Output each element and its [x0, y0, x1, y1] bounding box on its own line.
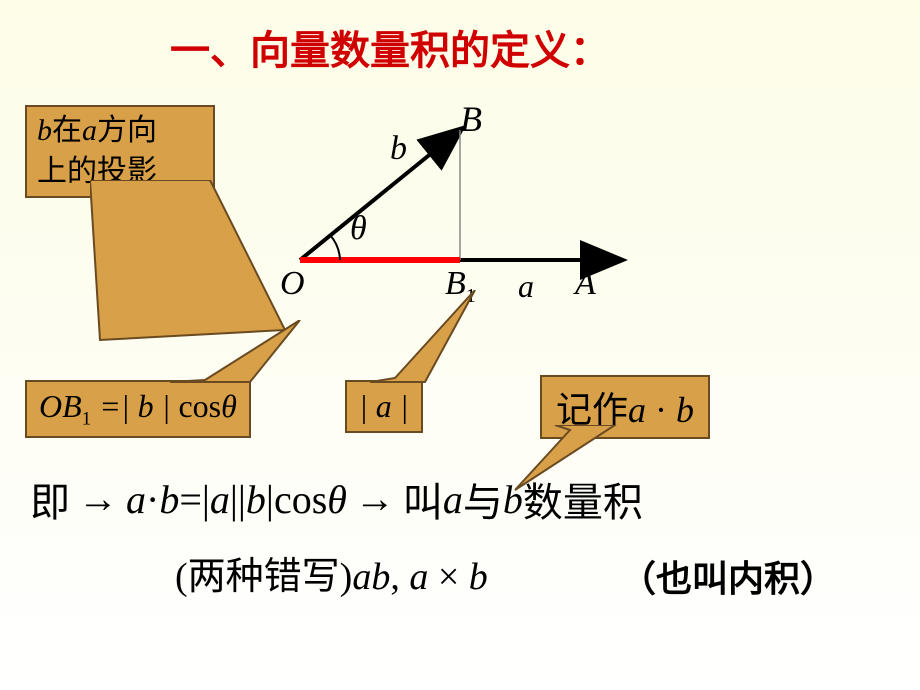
jizuo-callout: 记作a · b	[540, 375, 710, 439]
maga-bar2: |	[392, 388, 409, 424]
maga-bar1: |	[359, 388, 376, 424]
wrong-notation: (两种错写)ab, a × b	[175, 545, 488, 600]
maga-a: a	[376, 388, 392, 424]
wrong-b1: b	[371, 556, 390, 598]
mf-dot1: ·	[146, 476, 159, 523]
label-b: b	[390, 130, 407, 168]
mf-eq: =	[179, 476, 202, 523]
mf-slj: 数量积	[523, 470, 643, 528]
mf-b3: b	[503, 476, 523, 523]
label-theta: θ	[350, 210, 367, 248]
maga-callout: | a |	[345, 380, 423, 433]
wrong-comma: ,	[390, 556, 409, 598]
mf-a1: a	[126, 476, 146, 523]
mf-bar1: |	[202, 476, 210, 523]
wrong-b2: b	[469, 556, 488, 598]
inner-product-note: （也叫内积）	[620, 550, 836, 602]
mf-jiao: 叫	[403, 470, 443, 528]
ob1-bar2: |	[154, 388, 179, 424]
label-O: O	[280, 265, 305, 303]
mf-bar3: |	[266, 476, 274, 523]
wrong-a1: a	[352, 556, 371, 598]
vector-diagram: O A B B1 a b θ	[260, 90, 660, 330]
mf-cos: cos	[274, 476, 327, 523]
proj-fangxiang: 方向	[97, 114, 157, 147]
page-title: 一、向量数量积的定义：	[170, 18, 610, 76]
ob1-OB: OB	[39, 388, 82, 424]
proj-a: a	[82, 114, 97, 147]
arrow1-icon: →	[78, 477, 118, 522]
ob1-b: b	[138, 388, 154, 424]
label-B1: B1	[445, 265, 476, 308]
wrong-prefix: (两种错写)	[175, 556, 352, 598]
label-a: a	[518, 268, 534, 305]
mf-a3: a	[443, 476, 463, 523]
mf-a2: a	[210, 476, 230, 523]
jizuo-label: 记作	[556, 390, 628, 430]
jizuo-a: a	[628, 390, 646, 430]
proj-line2: 上的投影	[37, 155, 157, 188]
main-formula: 即 → a · b = | a || b | cosθ → 叫a与b数量积	[30, 470, 900, 528]
wrong-a2: a	[409, 556, 428, 598]
jizuo-b: b	[676, 390, 694, 430]
ob1-sub: 1	[82, 408, 92, 429]
mf-ji: 即	[30, 470, 70, 528]
mf-theta: θ	[327, 476, 347, 523]
ob1-cos: cos	[178, 388, 221, 424]
proj-b: b	[37, 114, 52, 147]
mf-b1: b	[159, 476, 179, 523]
mf-yu: 与	[463, 470, 503, 528]
mf-bar2: ||	[230, 476, 246, 523]
projection-callout: b在a方向 上的投影	[25, 105, 215, 198]
label-B: B	[460, 98, 482, 140]
ob1-formula-callout: OB1 =| b | cosθ	[25, 380, 251, 438]
jizuo-dot: ·	[646, 390, 676, 430]
proj-zai: 在	[52, 114, 82, 147]
ob1-theta: θ	[221, 388, 237, 424]
label-A: A	[575, 265, 596, 303]
wrong-cross: ×	[428, 556, 468, 598]
ob1-eq: =	[91, 388, 121, 424]
arrow2-icon: →	[355, 477, 395, 522]
ob1-bar1: |	[121, 388, 138, 424]
mf-b2: b	[246, 476, 266, 523]
